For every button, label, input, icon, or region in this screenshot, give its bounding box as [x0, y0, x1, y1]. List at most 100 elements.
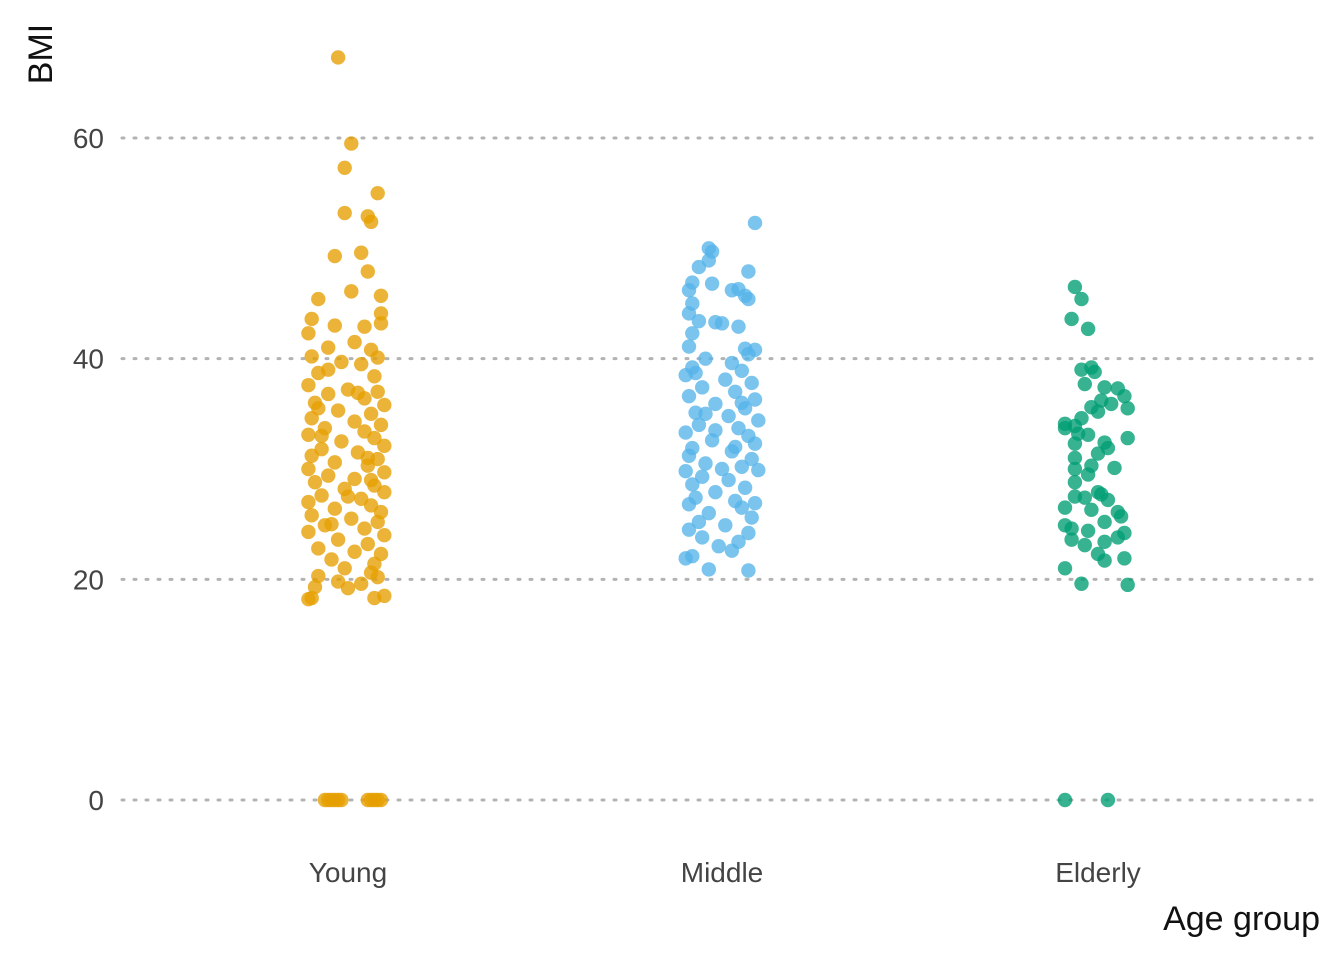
data-point	[1120, 430, 1135, 446]
data-point	[373, 417, 389, 433]
data-point	[354, 576, 369, 591]
data-point	[301, 377, 316, 393]
data-point	[744, 451, 759, 467]
data-point	[1067, 450, 1083, 466]
data-point	[711, 539, 726, 554]
data-point	[340, 489, 356, 504]
data-point	[327, 248, 342, 264]
data-point	[327, 318, 342, 333]
y-tick-label-20: 20	[73, 564, 104, 595]
data-point	[714, 316, 730, 331]
data-point	[1074, 576, 1089, 591]
series-young	[301, 50, 392, 808]
data-point	[354, 245, 369, 260]
data-point	[1074, 362, 1089, 377]
data-point	[1097, 553, 1112, 568]
y-tick-label-60: 60	[73, 123, 104, 154]
data-point	[334, 792, 349, 808]
data-point	[1064, 532, 1079, 547]
data-point	[681, 339, 697, 354]
data-point	[363, 472, 379, 488]
data-points	[301, 50, 1135, 808]
data-point	[340, 580, 356, 596]
data-point	[377, 484, 392, 500]
data-point	[1097, 514, 1112, 530]
data-point	[1090, 404, 1106, 419]
data-point	[734, 500, 749, 515]
data-point	[350, 385, 366, 401]
data-point	[360, 536, 375, 552]
data-point	[718, 518, 733, 533]
data-point	[377, 397, 392, 413]
data-point	[1077, 537, 1093, 553]
data-point	[1067, 461, 1083, 477]
data-point	[304, 508, 319, 523]
data-point	[301, 591, 316, 607]
data-point	[1110, 530, 1126, 545]
data-point	[698, 406, 713, 422]
data-point	[377, 465, 392, 480]
data-point	[701, 505, 716, 521]
x-tick-label-middle: Middle	[681, 857, 763, 888]
y-axis-title: BMI	[22, 24, 60, 84]
data-point	[327, 455, 342, 470]
data-point	[373, 792, 389, 808]
data-point	[314, 488, 329, 503]
data-point	[370, 350, 385, 365]
x-tick-label-young: Young	[309, 857, 387, 888]
data-point	[747, 436, 763, 451]
data-point	[311, 568, 326, 584]
data-point	[370, 384, 385, 399]
data-point	[1087, 364, 1102, 380]
data-point	[731, 420, 746, 436]
data-point	[1067, 489, 1083, 504]
data-point	[1097, 534, 1112, 550]
data-point	[681, 283, 697, 298]
data-point	[685, 326, 700, 341]
data-point	[691, 514, 707, 530]
data-point	[324, 516, 339, 532]
data-point	[370, 569, 385, 585]
data-point	[1107, 460, 1122, 476]
data-point	[377, 528, 392, 543]
data-point	[744, 375, 759, 391]
data-point	[1067, 436, 1083, 451]
data-point	[718, 372, 733, 387]
data-point	[741, 291, 756, 307]
data-point	[1064, 311, 1079, 327]
data-point	[337, 160, 352, 175]
data-point	[1104, 396, 1119, 412]
data-point	[367, 430, 382, 446]
data-point	[301, 524, 316, 540]
data-point	[751, 413, 766, 428]
data-point	[724, 355, 740, 371]
data-point	[751, 462, 766, 478]
data-point	[344, 136, 359, 151]
data-point	[304, 448, 319, 463]
data-point	[747, 215, 763, 231]
data-point	[370, 514, 385, 530]
data-point	[301, 326, 316, 341]
data-point	[301, 427, 316, 442]
data-point	[1117, 551, 1132, 566]
data-point	[357, 319, 372, 334]
data-point	[344, 511, 359, 526]
data-point	[307, 579, 323, 595]
data-point	[728, 439, 743, 455]
data-point	[363, 214, 379, 230]
data-point	[324, 552, 339, 567]
data-point	[1100, 792, 1116, 808]
data-point	[724, 543, 740, 558]
data-point	[347, 334, 362, 350]
x-axis-title: Age group	[1163, 900, 1320, 938]
data-point	[367, 590, 382, 606]
data-point	[1057, 792, 1073, 808]
data-point	[704, 276, 720, 291]
data-point	[330, 532, 346, 547]
data-point	[701, 562, 716, 577]
data-point	[721, 472, 736, 488]
data-point	[347, 414, 362, 429]
data-point	[321, 468, 336, 483]
data-point	[741, 525, 756, 541]
data-point	[741, 264, 756, 279]
